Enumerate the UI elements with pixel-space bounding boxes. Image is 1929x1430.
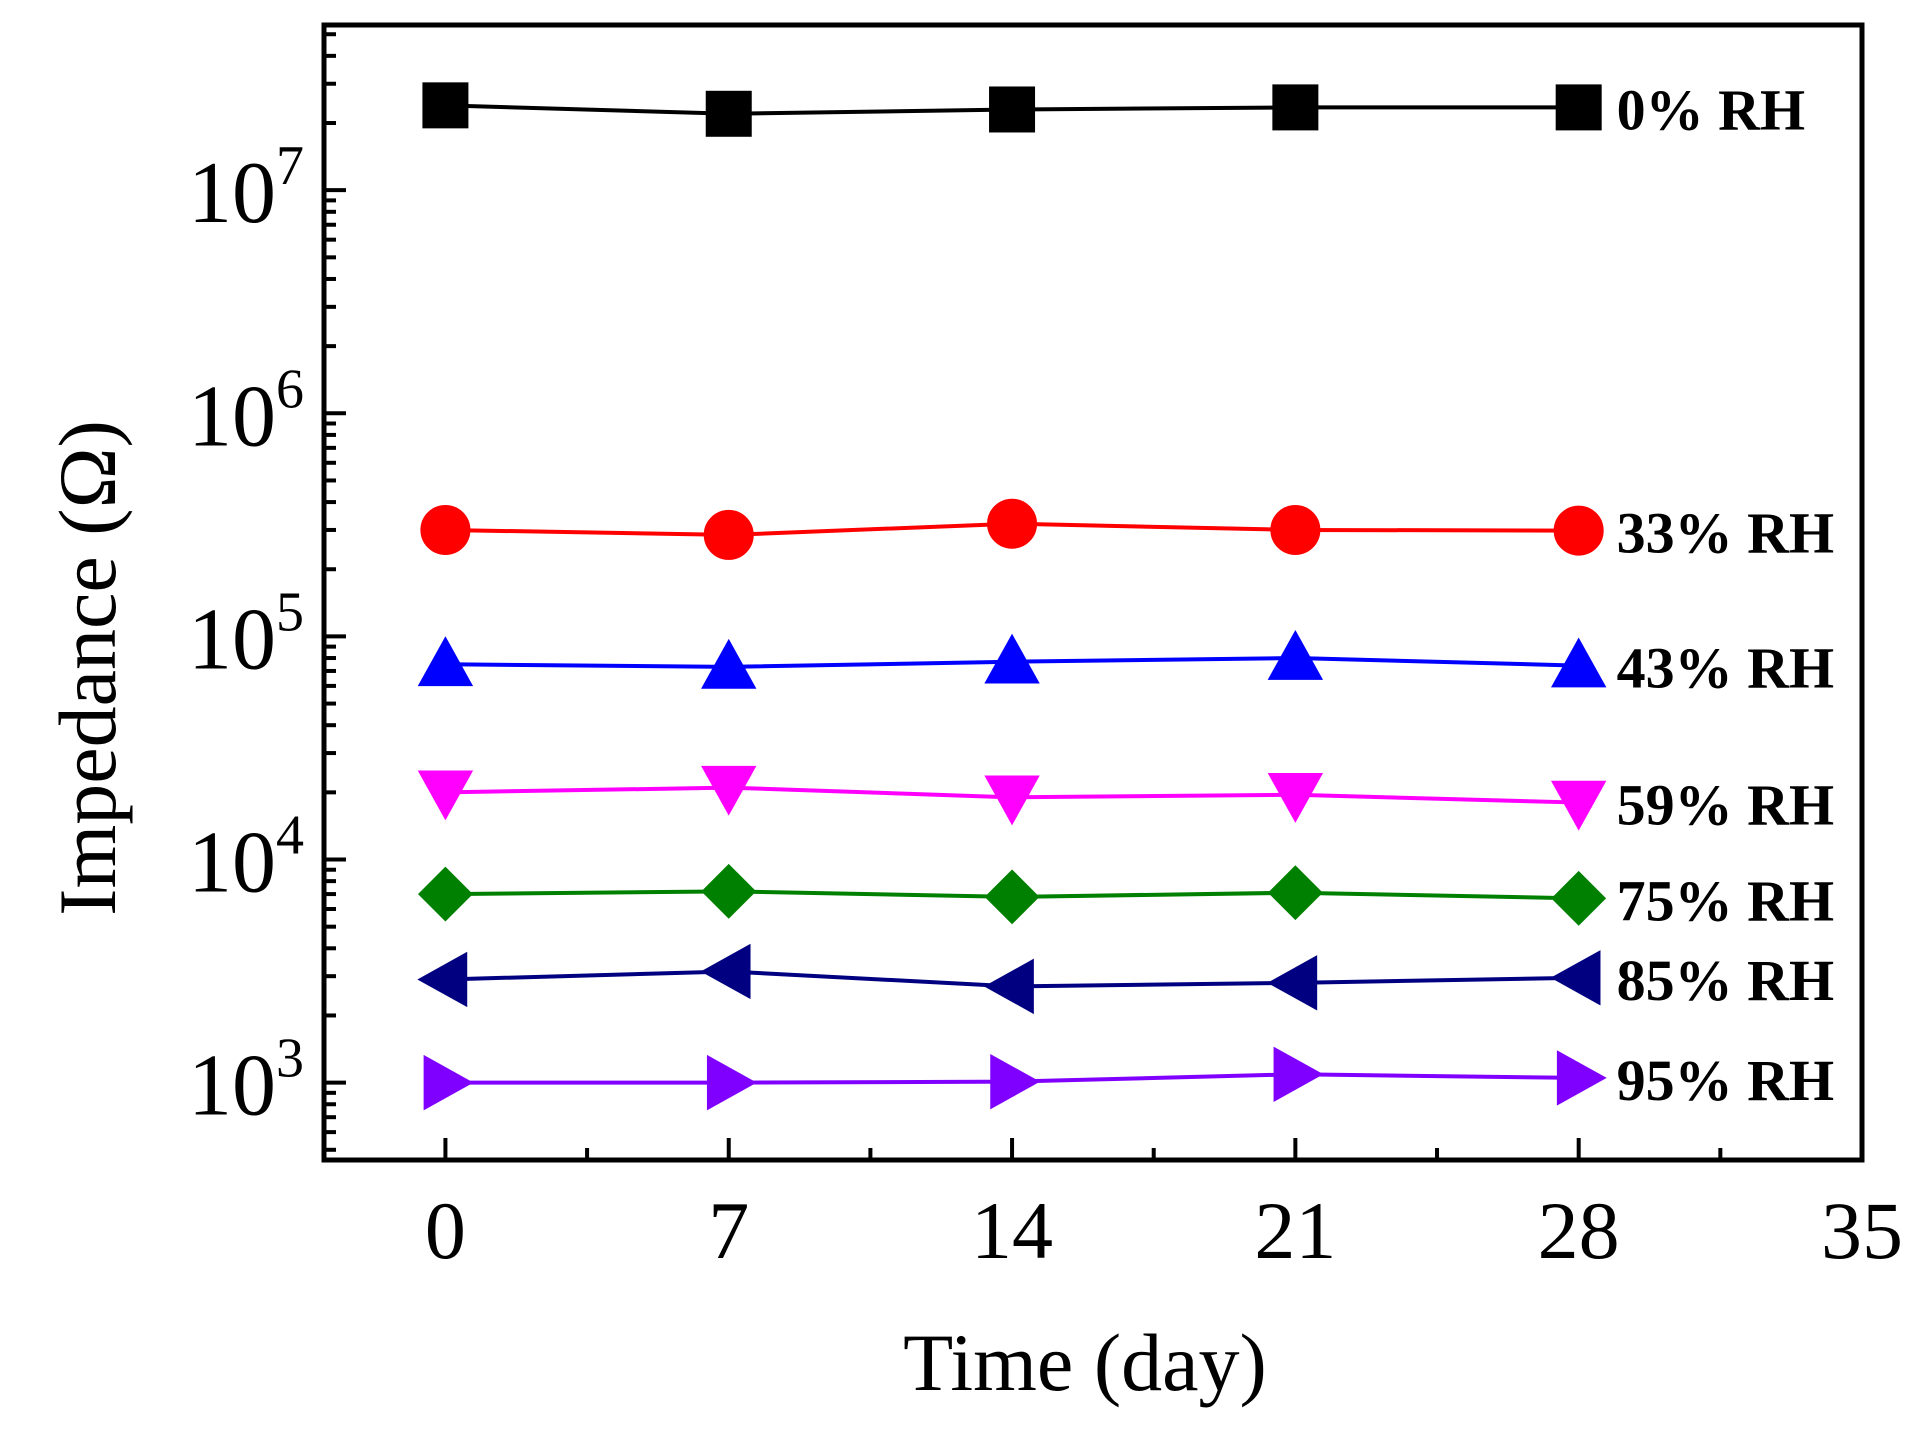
data-point-diamond <box>418 866 473 922</box>
x-tick-label: 7 <box>708 1185 749 1276</box>
data-point-triangle-down <box>1550 780 1607 831</box>
series-label: 75% RH <box>1617 868 1835 933</box>
x-tick-label: 35 <box>1821 1185 1903 1276</box>
series-layer <box>417 82 1607 1111</box>
series-label: 33% RH <box>1617 501 1835 566</box>
labels-layer: 0 7 14 21 28 35 103 104 105 106 107 0% RH 33% RH 43% … <box>188 77 1903 1276</box>
series-label: 0% RH <box>1617 77 1806 142</box>
series-33-rh <box>420 498 1604 560</box>
data-point-triangle-up <box>701 638 757 689</box>
y-tick-label: 106 <box>188 358 304 465</box>
data-point-circle <box>420 504 471 555</box>
data-point-diamond <box>1551 870 1607 926</box>
data-point-square <box>705 90 752 137</box>
data-point-triangle-down <box>701 765 757 816</box>
series-label: 85% RH <box>1617 948 1835 1013</box>
series-label: 59% RH <box>1617 773 1835 838</box>
data-point-triangle-left <box>417 951 468 1008</box>
data-point-circle <box>1553 505 1604 556</box>
data-point-diamond <box>984 869 1040 925</box>
plot-frame <box>321 22 1865 1163</box>
data-point-triangle-down <box>984 775 1040 826</box>
data-point-triangle-left <box>983 958 1034 1015</box>
series-95-rh <box>423 1046 1607 1111</box>
data-point-triangle-down <box>417 770 474 821</box>
x-tick-label: 28 <box>1538 1185 1620 1276</box>
data-point-diamond <box>1267 865 1323 921</box>
data-point-triangle-right <box>423 1054 474 1111</box>
data-point-square <box>422 82 469 129</box>
data-point-square <box>1272 84 1319 131</box>
data-point-square <box>1555 84 1602 131</box>
data-point-triangle-up <box>984 633 1040 684</box>
y-tick-label: 105 <box>188 581 304 688</box>
x-tick-label: 0 <box>425 1185 466 1276</box>
series-label: 95% RH <box>1617 1048 1835 1113</box>
data-point-circle <box>1270 504 1321 555</box>
data-point-triangle-up <box>1267 629 1324 680</box>
y-tick-label: 107 <box>188 135 304 242</box>
data-point-diamond <box>701 863 757 919</box>
y-axis-title: Impedance (Ω) <box>42 420 133 916</box>
series-0-rh <box>422 82 1602 137</box>
data-point-triangle-right <box>990 1053 1041 1110</box>
data-point-triangle-right <box>1556 1050 1607 1106</box>
series-75-rh <box>418 863 1607 926</box>
data-point-square <box>989 86 1036 133</box>
data-point-triangle-up <box>1550 637 1607 688</box>
data-point-triangle-left <box>700 943 751 1000</box>
series-43-rh <box>417 629 1607 689</box>
data-point-triangle-right <box>706 1054 757 1111</box>
y-tick-label: 104 <box>188 805 304 912</box>
x-tick-label: 14 <box>971 1185 1053 1276</box>
series-85-rh <box>417 943 1601 1015</box>
data-point-triangle-left <box>1267 955 1318 1011</box>
x-tick-label: 21 <box>1254 1185 1336 1276</box>
data-point-circle <box>703 509 754 560</box>
series-label: 43% RH <box>1617 636 1835 701</box>
data-point-triangle-up <box>417 636 474 687</box>
data-point-triangle-left <box>1550 950 1601 1006</box>
data-point-circle <box>987 498 1038 549</box>
y-tick-label: 103 <box>188 1028 304 1135</box>
axes-layer <box>321 22 1865 1163</box>
data-point-triangle-right <box>1273 1046 1324 1102</box>
series-59-rh <box>417 765 1607 831</box>
x-axis-title: Time (day) <box>903 1317 1267 1408</box>
data-point-triangle-down <box>1267 773 1324 823</box>
